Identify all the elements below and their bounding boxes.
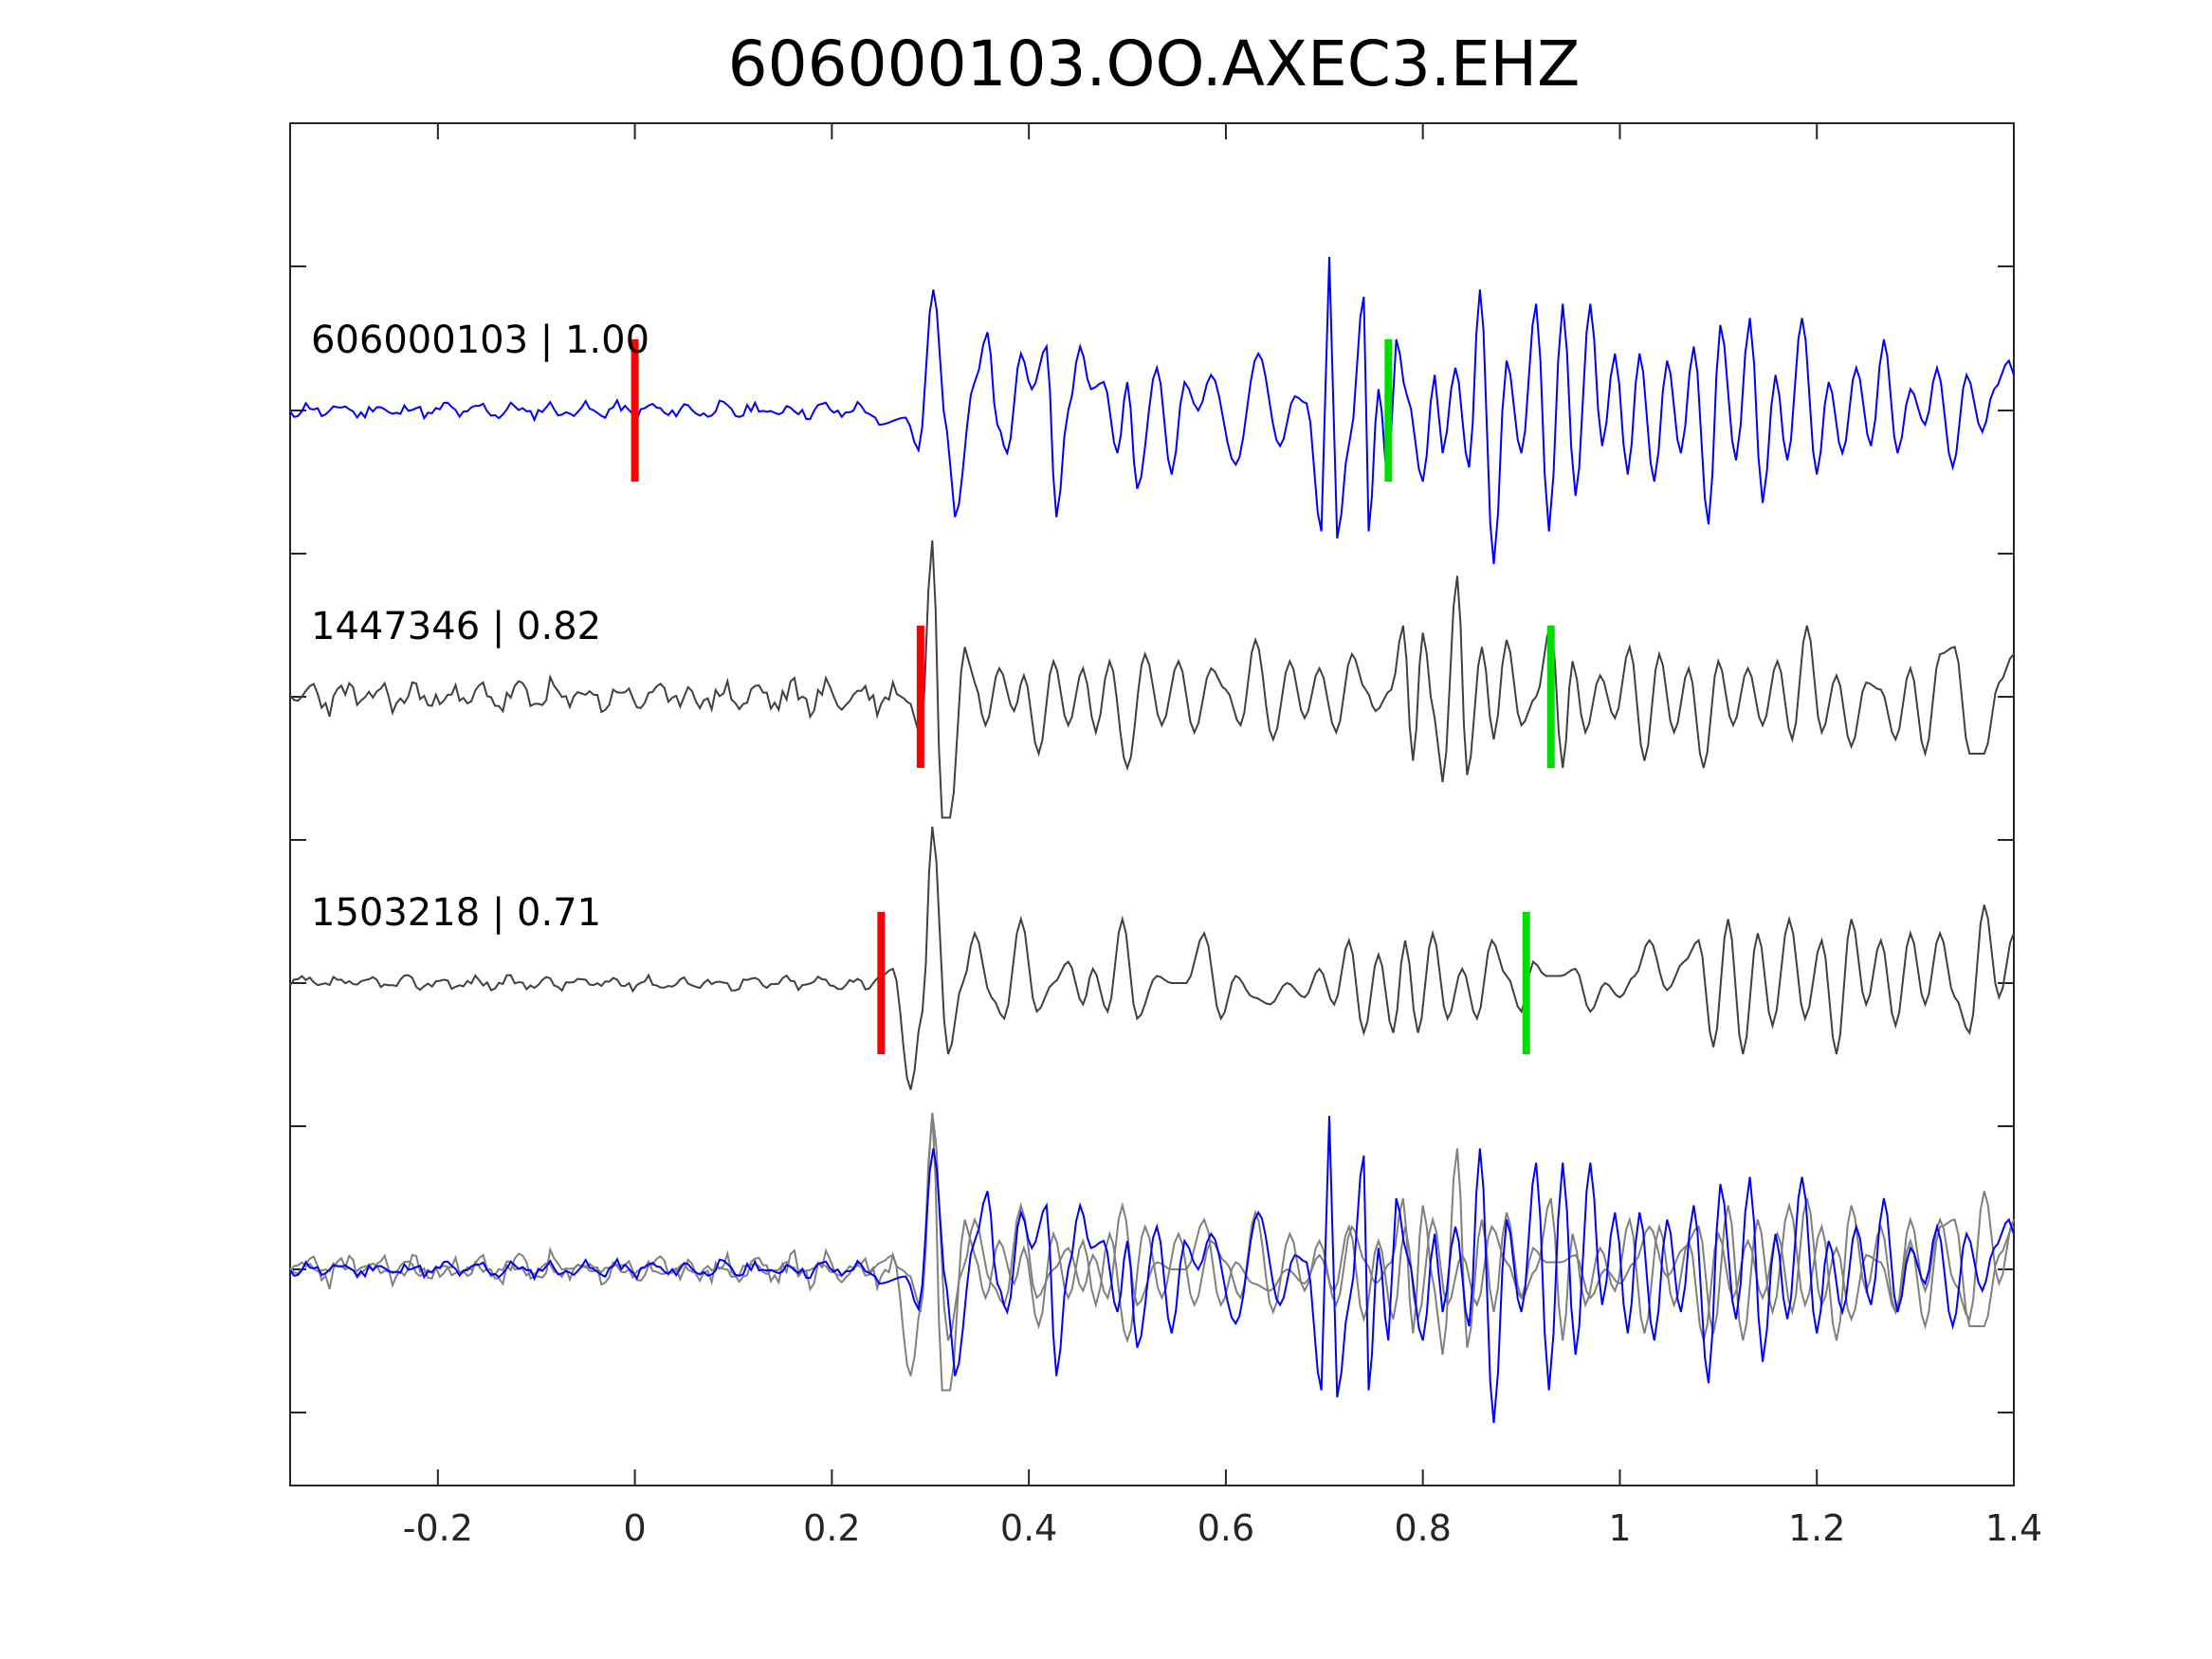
trace-label-1503218: 1503218 | 0.71 — [311, 891, 601, 935]
trace-labels: 606000103 | 1.00 1447346 | 0.82 1503218 | … — [311, 319, 649, 935]
x-tick-label: 0.6 — [1197, 1507, 1254, 1549]
chart-title: 606000103.OO.AXEC3.EHZ — [728, 27, 1581, 100]
phase-picks — [631, 339, 1555, 1054]
trace-1503218 — [289, 826, 2015, 1090]
x-tick-label: 0 — [624, 1507, 647, 1549]
trace-label-1447346: 1447346 | 0.82 — [311, 605, 601, 648]
x-tick-label: 1 — [1608, 1507, 1631, 1549]
x-tick-label: 0.8 — [1394, 1507, 1451, 1549]
axis-ticks: -0.2 0 0.2 0.4 0.6 0.8 1 1.2 1.4 — [290, 123, 2042, 1549]
overlay-trace-1503218 — [289, 1112, 2015, 1376]
x-tick-label: 1.4 — [1985, 1507, 2042, 1549]
x-tick-label: 0.2 — [803, 1507, 860, 1549]
traces — [289, 256, 2015, 1090]
x-tick-label: 1.2 — [1788, 1507, 1845, 1549]
trace-label-606000103: 606000103 | 1.00 — [311, 319, 649, 362]
trace-1447346 — [289, 539, 2015, 819]
x-tick-label: -0.2 — [403, 1507, 473, 1549]
overlay-trace-606000103 — [289, 1115, 2015, 1424]
overlay-stack — [289, 1112, 2015, 1424]
x-tick-label: 0.4 — [1000, 1507, 1057, 1549]
trace-606000103 — [289, 256, 2015, 565]
